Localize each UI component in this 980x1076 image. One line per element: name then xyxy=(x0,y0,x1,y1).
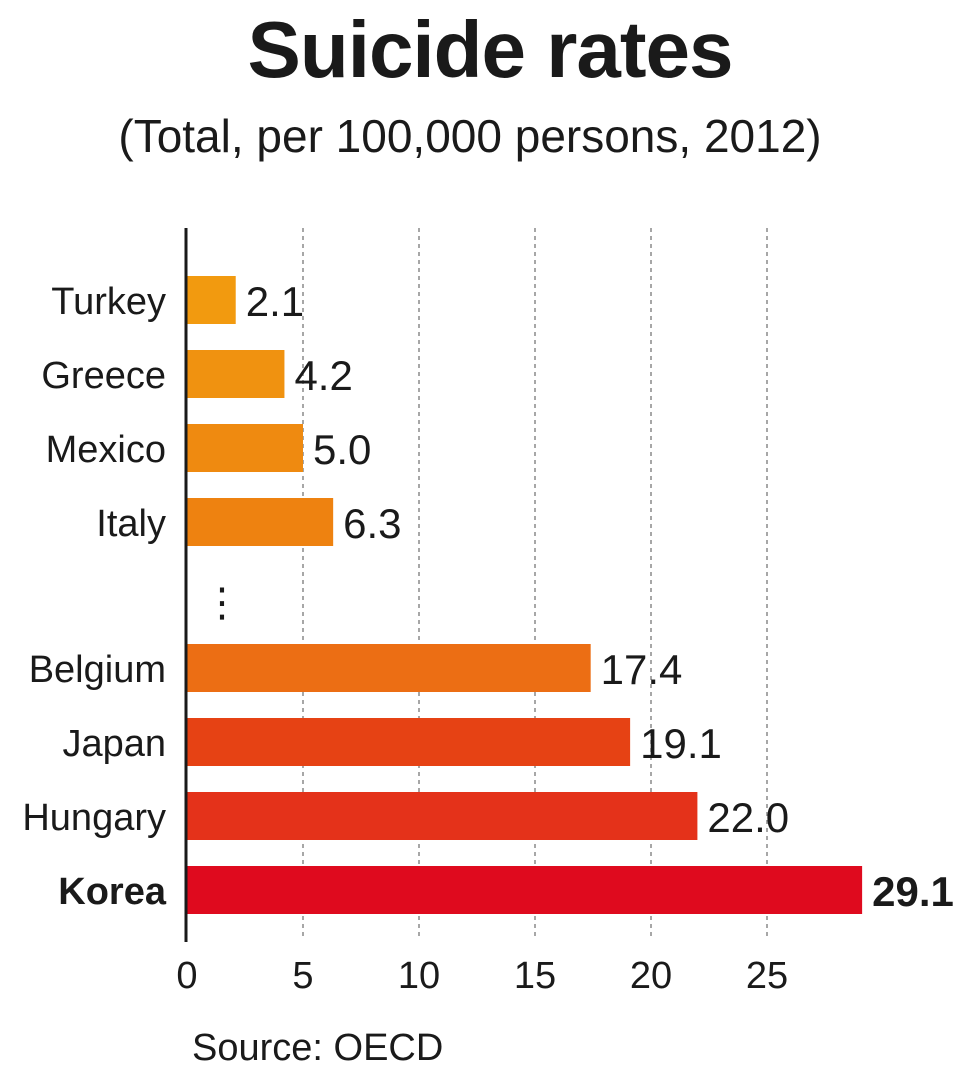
x-tick-label: 20 xyxy=(630,955,672,997)
bar-belgium xyxy=(187,644,591,692)
value-label: 19.1 xyxy=(640,720,722,767)
bars xyxy=(187,276,863,914)
category-label: Turkey xyxy=(51,281,166,323)
bar-turkey xyxy=(187,276,236,324)
chart-title: Suicide rates xyxy=(247,5,733,94)
bar-mexico xyxy=(187,424,303,472)
labels: Turkey 2.1 Greece 4.2 Mexico 5.0 Italy 6.3 Belgi… xyxy=(22,278,954,915)
category-label: Korea xyxy=(58,871,167,913)
x-tick-label: 25 xyxy=(746,955,788,997)
bar-greece xyxy=(187,350,285,398)
category-label: Belgium xyxy=(29,649,166,691)
value-label: 22.0 xyxy=(707,794,789,841)
value-label: 4.2 xyxy=(294,352,352,399)
category-label: Mexico xyxy=(46,429,166,471)
x-tick-label: 15 xyxy=(514,955,556,997)
chart-subtitle: (Total, per 100,000 persons, 2012) xyxy=(118,110,822,162)
value-label: 5.0 xyxy=(313,426,371,473)
bar-hungary xyxy=(187,792,698,840)
value-label: 2.1 xyxy=(246,278,304,325)
x-tick-label: 10 xyxy=(398,955,440,997)
x-tick-label: 5 xyxy=(292,955,313,997)
category-label: Italy xyxy=(96,503,166,545)
bar-italy xyxy=(187,498,334,546)
value-label: 29.1 xyxy=(872,868,954,915)
x-axis-ticks: 0 5 10 15 20 25 xyxy=(176,955,788,997)
bar-japan xyxy=(187,718,631,766)
source-note: Source: OECD xyxy=(192,1027,444,1069)
category-label: Hungary xyxy=(22,797,166,839)
value-label: 6.3 xyxy=(343,500,401,547)
category-label: Greece xyxy=(41,355,166,397)
category-label: Japan xyxy=(62,723,166,765)
x-tick-label: 0 xyxy=(176,955,197,997)
value-label: 17.4 xyxy=(601,646,683,693)
omission-marker: ⋮ xyxy=(202,581,242,625)
bar-korea xyxy=(187,866,863,914)
